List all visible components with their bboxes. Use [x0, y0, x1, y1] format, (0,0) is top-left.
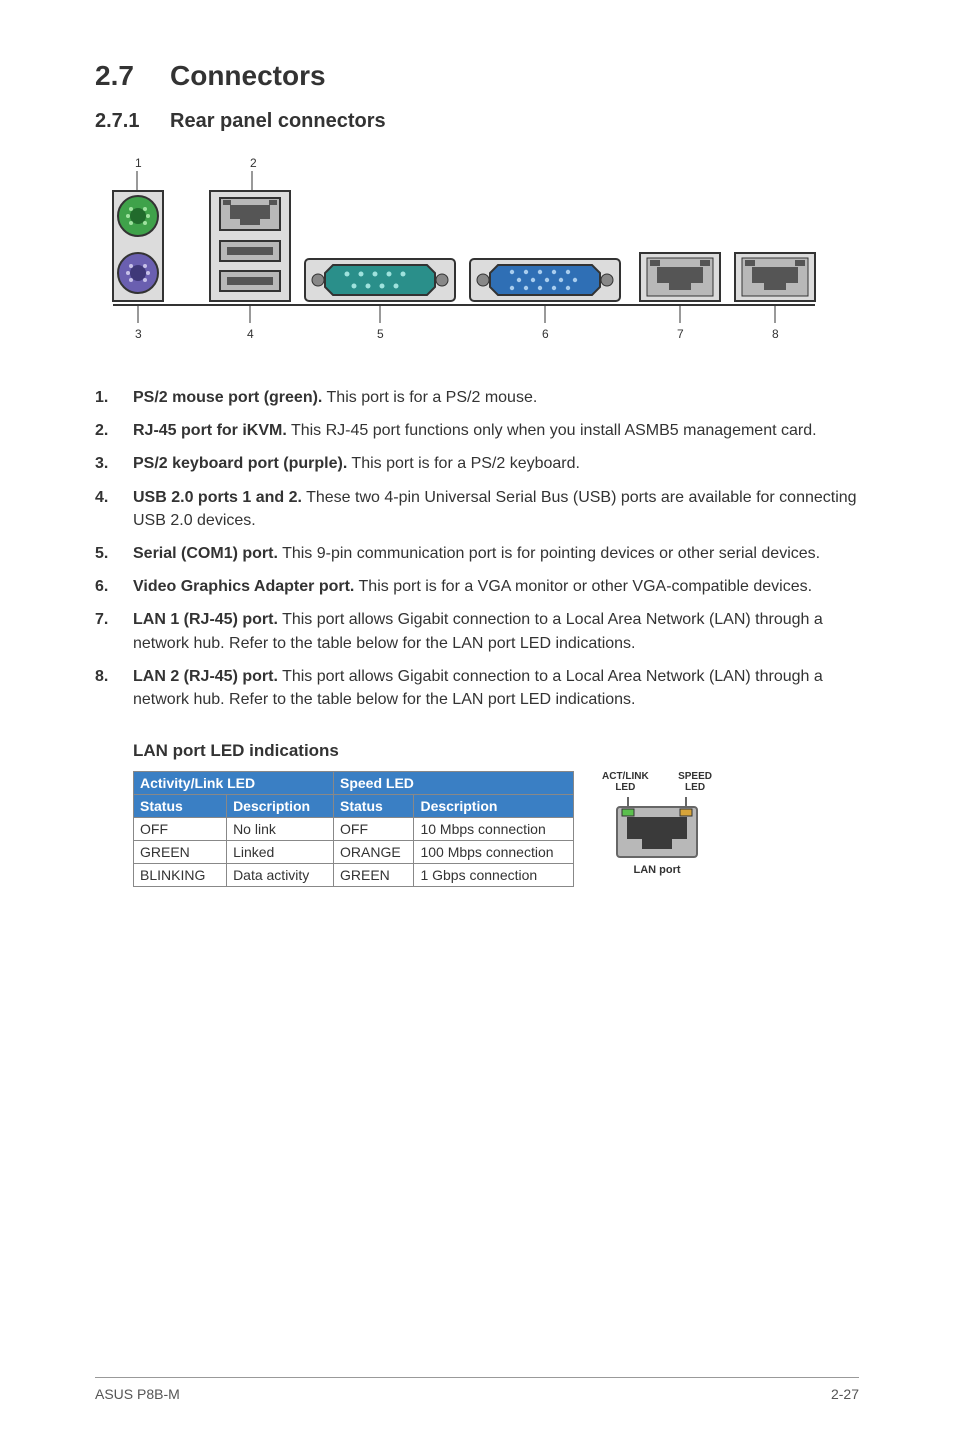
list-index: 6.: [95, 575, 133, 598]
table-cell: 1 Gbps connection: [414, 864, 574, 887]
table-col-header: Status: [134, 795, 227, 818]
list-lead: LAN 1 (RJ-45) port.: [133, 611, 278, 628]
lan2-port-icon: [735, 253, 815, 301]
table-col-header: Description: [414, 795, 574, 818]
list-index: 8.: [95, 665, 133, 711]
footer-right: 2-27: [831, 1386, 859, 1402]
list-item: 7.LAN 1 (RJ-45) port. This port allows G…: [95, 608, 859, 654]
lan-port-icon: [612, 795, 702, 860]
fig-label: ACT/LINK: [602, 771, 649, 782]
callout-1: 1: [135, 156, 142, 170]
led-table-row: Activity/Link LED Speed LED Status Descr…: [133, 771, 859, 887]
table-row: GREEN Linked ORANGE 100 Mbps connection: [134, 841, 574, 864]
table-cell: 10 Mbps connection: [414, 818, 574, 841]
list-lead: USB 2.0 ports 1 and 2.: [133, 489, 302, 506]
list-item: 6.Video Graphics Adapter port. This port…: [95, 575, 859, 598]
list-item: 2.RJ-45 port for iKVM. This RJ-45 port f…: [95, 419, 859, 442]
fig-label: SPEED: [678, 771, 712, 782]
subsection-number: 2.7.1: [95, 110, 170, 133]
list-rest: This port is for a PS/2 keyboard.: [347, 455, 580, 472]
table-cell: ORANGE: [334, 841, 414, 864]
fig-label: LED: [615, 782, 635, 793]
fig-label: LED: [685, 782, 705, 793]
list-index: 3.: [95, 452, 133, 475]
page-footer: ASUS P8B-M 2-27: [95, 1377, 859, 1402]
serial-port-icon: [305, 259, 455, 301]
rear-panel-diagram: 1 2: [95, 153, 859, 358]
lan1-port-icon: [640, 253, 720, 301]
table-group-header: Activity/Link LED: [134, 772, 334, 795]
subsection-heading: 2.7.1Rear panel connectors: [95, 110, 859, 133]
table-cell: 100 Mbps connection: [414, 841, 574, 864]
callout-3: 3: [135, 327, 142, 341]
list-item: 5.Serial (COM1) port. This 9-pin communi…: [95, 542, 859, 565]
list-rest: This port is for a PS/2 mouse.: [322, 389, 537, 406]
list-rest: This 9-pin communication port is for poi…: [278, 545, 820, 562]
list-rest: This port is for a VGA monitor or other …: [354, 578, 812, 595]
list-lead: Video Graphics Adapter port.: [133, 578, 354, 595]
connector-list: 1.PS/2 mouse port (green). This port is …: [95, 386, 859, 711]
section-title: Connectors: [170, 60, 326, 91]
table-cell: No link: [227, 818, 334, 841]
list-item: 4.USB 2.0 ports 1 and 2. These two 4-pin…: [95, 486, 859, 532]
callout-8: 8: [772, 327, 779, 341]
list-lead: Serial (COM1) port.: [133, 545, 278, 562]
callout-6: 6: [542, 327, 549, 341]
list-index: 2.: [95, 419, 133, 442]
list-item: 1.PS/2 mouse port (green). This port is …: [95, 386, 859, 409]
table-cell: GREEN: [334, 864, 414, 887]
callout-7: 7: [677, 327, 684, 341]
list-lead: RJ-45 port for iKVM.: [133, 422, 287, 439]
list-item: 8.LAN 2 (RJ-45) port. This port allows G…: [95, 665, 859, 711]
led-table: Activity/Link LED Speed LED Status Descr…: [133, 771, 574, 887]
led-heading: LAN port LED indications: [133, 741, 859, 761]
table-row: OFF No link OFF 10 Mbps connection: [134, 818, 574, 841]
rear-panel-svg: 1 2: [95, 153, 835, 353]
list-rest: This RJ-45 port functions only when you …: [287, 422, 817, 439]
table-cell: Data activity: [227, 864, 334, 887]
list-index: 4.: [95, 486, 133, 532]
table-col-header: Status: [334, 795, 414, 818]
list-lead: LAN 2 (RJ-45) port.: [133, 668, 278, 685]
list-lead: PS/2 keyboard port (purple).: [133, 455, 347, 472]
table-cell: OFF: [134, 818, 227, 841]
footer-left: ASUS P8B-M: [95, 1386, 180, 1402]
table-group-header: Speed LED: [334, 772, 574, 795]
list-index: 7.: [95, 608, 133, 654]
callout-2: 2: [250, 156, 257, 170]
table-row: BLINKING Data activity GREEN 1 Gbps conn…: [134, 864, 574, 887]
list-index: 1.: [95, 386, 133, 409]
callout-5: 5: [377, 327, 384, 341]
table-col-header: Description: [227, 795, 334, 818]
table-cell: Linked: [227, 841, 334, 864]
lan-port-figure: ACT/LINK LED SPEED LED LAN port: [602, 771, 712, 876]
callout-4: 4: [247, 327, 254, 341]
list-lead: PS/2 mouse port (green).: [133, 389, 322, 406]
list-index: 5.: [95, 542, 133, 565]
list-item: 3.PS/2 keyboard port (purple). This port…: [95, 452, 859, 475]
vga-port-icon: [470, 259, 620, 301]
table-cell: OFF: [334, 818, 414, 841]
fig-caption: LAN port: [602, 864, 712, 876]
table-cell: GREEN: [134, 841, 227, 864]
section-heading: 2.7Connectors: [95, 60, 859, 92]
subsection-title: Rear panel connectors: [170, 110, 386, 132]
section-number: 2.7: [95, 60, 170, 92]
table-cell: BLINKING: [134, 864, 227, 887]
